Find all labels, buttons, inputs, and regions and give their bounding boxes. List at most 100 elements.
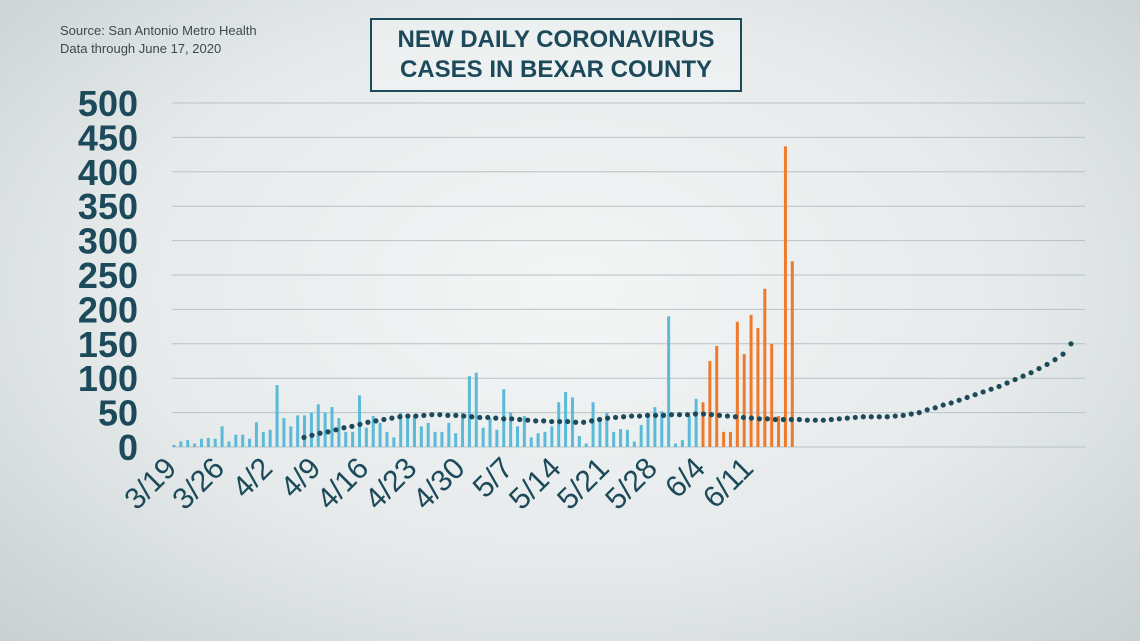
chart-title-line-2: CASES IN BEXAR COUNTY	[399, 56, 713, 83]
trend-point	[836, 416, 842, 422]
bar	[227, 441, 231, 447]
bar	[770, 343, 774, 447]
bar	[364, 427, 368, 447]
bar	[722, 431, 726, 447]
bar	[495, 429, 499, 447]
bar	[625, 429, 629, 447]
bar	[433, 431, 437, 447]
trend-point	[413, 413, 419, 419]
source-line: Source: San Antonio Metro Health	[60, 23, 257, 38]
bar	[674, 443, 678, 447]
bar	[371, 416, 375, 447]
bar	[220, 426, 224, 447]
trend-point	[1012, 376, 1018, 383]
trend-point	[389, 415, 395, 421]
bar	[749, 314, 753, 447]
bar	[763, 288, 767, 447]
trend-point	[932, 405, 938, 411]
bar	[728, 431, 732, 447]
trend-point	[493, 415, 499, 421]
bar	[557, 402, 561, 447]
trend-point	[485, 414, 491, 421]
trend-point	[501, 416, 507, 422]
bar	[598, 418, 602, 447]
trend-point	[301, 434, 307, 440]
bar	[193, 443, 197, 447]
bar	[653, 407, 657, 447]
trend-point	[429, 412, 435, 418]
trend-point	[900, 412, 906, 418]
bar	[584, 443, 588, 447]
trend-point	[868, 414, 874, 420]
trend-point	[764, 416, 770, 422]
bar	[488, 418, 492, 447]
bar	[742, 354, 746, 447]
bar	[646, 416, 650, 447]
bar	[289, 426, 293, 447]
bar	[206, 438, 210, 447]
trend-point	[405, 413, 411, 419]
trend-point	[732, 414, 739, 420]
bar	[440, 431, 444, 447]
x-axis: 3/193/264/24/94/164/234/305/75/145/215/2…	[118, 452, 760, 517]
bar	[735, 321, 739, 447]
y-tick-label: 500	[78, 83, 138, 124]
bar	[337, 418, 341, 447]
bar	[708, 361, 712, 447]
bar	[344, 431, 348, 447]
trend-point	[924, 407, 930, 413]
trend-point	[636, 413, 643, 419]
trend-point	[533, 418, 539, 424]
x-tick-label: 5/14	[503, 452, 568, 517]
trend-point	[740, 414, 747, 421]
trend-point	[509, 416, 515, 422]
bar	[268, 429, 272, 447]
trend-point	[852, 414, 858, 421]
trend-point	[748, 415, 755, 421]
trend-point	[517, 416, 523, 423]
trend-point	[581, 419, 587, 425]
bar	[777, 416, 781, 447]
bar	[680, 440, 684, 447]
y-tick-label: 300	[78, 221, 138, 262]
trend-point	[1020, 373, 1026, 379]
bar	[385, 431, 389, 447]
trend-point	[445, 412, 451, 418]
bar	[254, 422, 258, 447]
bar	[399, 412, 403, 447]
bar	[715, 345, 719, 447]
bar	[454, 433, 458, 447]
trend-point	[892, 413, 898, 419]
chart-title: NEW DAILY CORONAVIRUS CASES IN BEXAR COU…	[370, 18, 742, 92]
trend-point	[565, 418, 571, 425]
trend-point	[1028, 370, 1034, 376]
bar	[570, 397, 574, 447]
x-tick-label: 4/23	[359, 452, 424, 517]
trend-point	[620, 414, 627, 420]
bar	[639, 424, 643, 447]
trend-point	[437, 412, 443, 418]
trend-point	[1060, 351, 1066, 357]
trend-point	[1004, 380, 1010, 386]
data-date-line: Data through June 17, 2020	[60, 41, 222, 56]
bar	[694, 398, 698, 447]
trend-point	[756, 416, 763, 422]
trend-point	[724, 413, 731, 419]
trend-point	[964, 394, 970, 401]
trend-point	[317, 430, 323, 436]
trend-point	[940, 402, 946, 408]
trend-point	[381, 416, 387, 423]
bar	[296, 415, 300, 447]
trend-point	[549, 418, 555, 425]
trend-point	[772, 416, 778, 423]
bar	[330, 407, 334, 447]
bar	[591, 402, 595, 447]
bar	[612, 431, 616, 447]
trend-point	[365, 419, 371, 425]
bar	[392, 437, 396, 447]
bar	[550, 426, 554, 447]
trend-point	[788, 416, 794, 423]
trend-point	[948, 400, 954, 406]
bar	[357, 395, 361, 447]
bar	[783, 146, 787, 447]
